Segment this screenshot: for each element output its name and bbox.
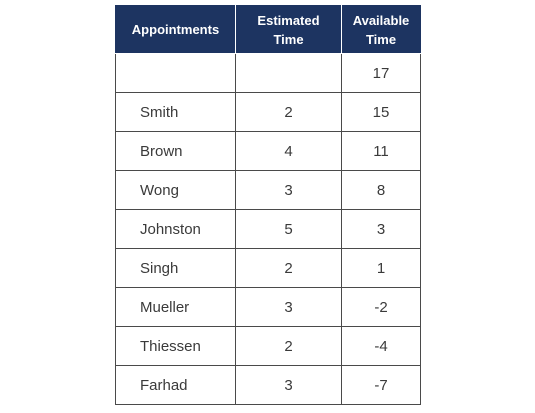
appointment-name-cell: Singh [115, 248, 236, 288]
estimated-time-cell: 3 [235, 287, 342, 327]
available-time-cell: 3 [341, 209, 421, 249]
available-time-cell: 15 [341, 92, 421, 132]
available-time-cell: 8 [341, 170, 421, 210]
table-row: Mueller 3 -2 [115, 287, 421, 327]
table-row: Smith 2 15 [115, 92, 421, 132]
table-row: 17 [115, 53, 421, 93]
table-row: Thiessen 2 -4 [115, 326, 421, 366]
header-available-time: Available Time [341, 5, 421, 54]
available-time-cell: 1 [341, 248, 421, 288]
appointment-name-cell: Smith [115, 92, 236, 132]
estimated-time-cell: 2 [235, 92, 342, 132]
appointment-name-cell: Johnston [115, 209, 236, 249]
estimated-time-cell: 3 [235, 365, 342, 405]
estimated-time-cell: 4 [235, 131, 342, 171]
table-header-row: Appointments Estimated Time Available Ti… [115, 5, 421, 54]
available-time-cell: -4 [341, 326, 421, 366]
appointments-table: Appointments Estimated Time Available Ti… [115, 5, 421, 405]
table-row: Johnston 5 3 [115, 209, 421, 249]
estimated-time-cell: 2 [235, 326, 342, 366]
estimated-time-cell: 3 [235, 170, 342, 210]
header-available-time-line-2: Time [365, 31, 397, 47]
appointment-name-cell: Mueller [115, 287, 236, 327]
estimated-time-cell: 5 [235, 209, 342, 249]
header-estimated-time-line-1: Estimated [257, 12, 320, 28]
estimated-time-cell: 2 [235, 248, 342, 288]
appointment-name-cell: Brown [115, 131, 236, 171]
header-appointments: Appointments [115, 5, 236, 54]
appointment-name-cell [115, 53, 236, 93]
estimated-time-cell [235, 53, 342, 93]
available-time-cell: -2 [341, 287, 421, 327]
table-row: Farhad 3 -7 [115, 365, 421, 405]
table-row: Brown 4 11 [115, 131, 421, 171]
appointment-name-cell: Farhad [115, 365, 236, 405]
appointments-table-container: Appointments Estimated Time Available Ti… [115, 5, 421, 405]
header-estimated-time-line-2: Time [273, 31, 304, 47]
header-estimated-time: Estimated Time [235, 5, 342, 54]
table-row: Wong 3 8 [115, 170, 421, 210]
appointment-name-cell: Wong [115, 170, 236, 210]
table-row: Singh 2 1 [115, 248, 421, 288]
available-time-cell: 17 [341, 53, 421, 93]
header-available-time-line-1: Available [352, 12, 410, 28]
appointment-name-cell: Thiessen [115, 326, 236, 366]
header-appointments-line-1: Appointments [131, 22, 220, 37]
available-time-cell: 11 [341, 131, 421, 171]
available-time-cell: -7 [341, 365, 421, 405]
